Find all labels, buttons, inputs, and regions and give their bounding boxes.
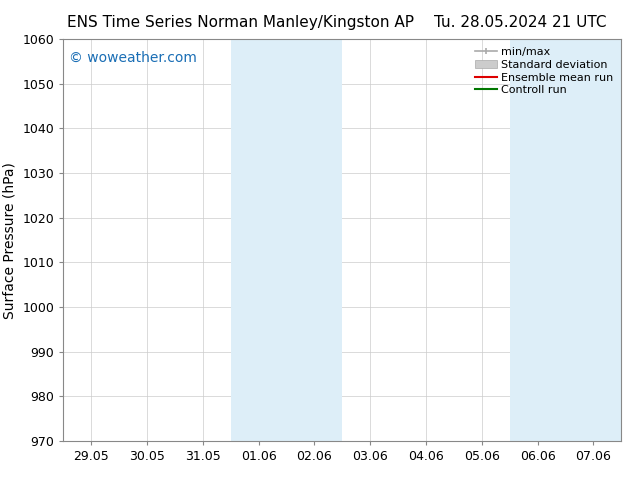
Bar [231,39,342,441]
Text: © woweather.com: © woweather.com [69,51,197,65]
Legend: min/max, Standard deviation, Ensemble mean run, Controll run: min/max, Standard deviation, Ensemble me… [472,45,616,98]
Bar [510,39,621,441]
Text: ENS Time Series Norman Manley/Kingston AP: ENS Time Series Norman Manley/Kingston A… [67,15,415,30]
Text: Tu. 28.05.2024 21 UTC: Tu. 28.05.2024 21 UTC [434,15,606,30]
Y-axis label: Surface Pressure (hPa): Surface Pressure (hPa) [3,162,17,318]
